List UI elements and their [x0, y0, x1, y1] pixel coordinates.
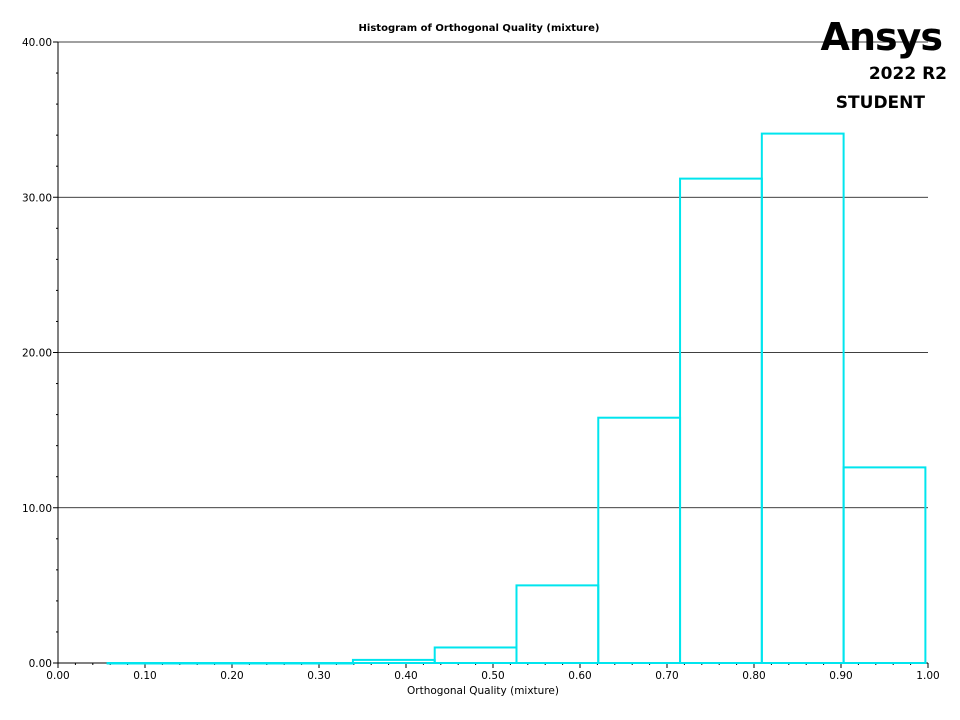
y-tick-label: 20.00 [22, 348, 52, 360]
x-tick-label: 0.20 [220, 670, 243, 682]
histogram-bars [106, 132, 927, 665]
histogram-bar [760, 132, 845, 665]
x-axis-label: Orthogonal Quality (mixture) [407, 685, 559, 697]
x-tick-label: 1.00 [916, 670, 939, 682]
y-tick-label: 40.00 [22, 37, 52, 49]
y-tick-label: 10.00 [22, 503, 52, 515]
histogram-bar [597, 416, 682, 664]
histogram-bar [842, 466, 927, 665]
x-tick-label: 0.50 [481, 670, 504, 682]
logo-brand: Ansys [821, 15, 942, 59]
x-tick-label: 0.90 [829, 670, 852, 682]
x-tick-label: 0.00 [46, 670, 69, 682]
x-tick-labels: 0.00 0.10 0.20 0.30 0.40 0.50 0.60 0.70 0.80 0.90… [46, 670, 939, 682]
x-tick-label: 0.40 [394, 670, 417, 682]
x-tick-label: 0.10 [133, 670, 156, 682]
ansys-logo: Ansys 2022 R2 STUDENT [821, 15, 947, 113]
histogram-bar [188, 662, 273, 665]
logo-edition: STUDENT [836, 93, 926, 113]
x-tick-label: 0.80 [742, 670, 765, 682]
grid-lines [58, 41, 928, 664]
y-tick-labels: 0.00 10.00 20.00 30.00 40.00 [22, 37, 52, 670]
x-tick-label: 0.30 [307, 670, 330, 682]
x-tick-label: 0.70 [655, 670, 678, 682]
logo-version: 2022 R2 [869, 64, 947, 84]
histogram-bar [679, 177, 763, 664]
histogram-bar [433, 646, 518, 664]
histogram-bar [351, 658, 436, 665]
histogram-bar [106, 662, 191, 665]
axes [53, 41, 929, 668]
y-tick-label: 0.00 [29, 658, 52, 670]
y-tick-label: 30.00 [22, 192, 52, 204]
histogram-bar [515, 584, 600, 664]
chart-title: Histogram of Orthogonal Quality (mixture… [359, 23, 600, 34]
x-tick-label: 0.60 [568, 670, 591, 682]
histogram-bar [270, 662, 354, 665]
